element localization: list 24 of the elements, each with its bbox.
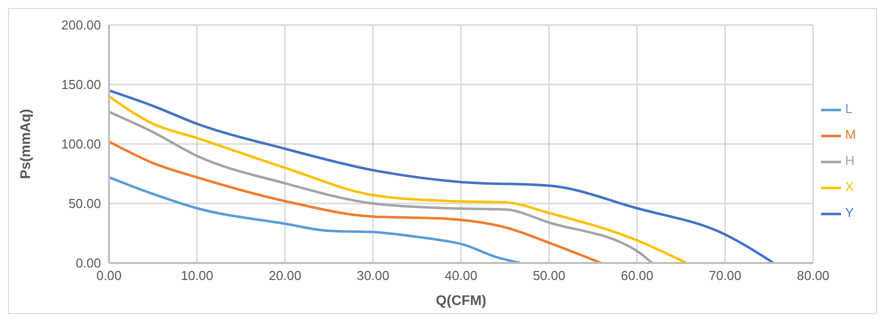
x-tick-label: 70.00	[708, 268, 742, 284]
legend-label: M	[845, 127, 856, 142]
x-tick-label: 30.00	[356, 268, 390, 284]
legend-label: X	[845, 179, 854, 194]
line-series	[109, 140, 602, 263]
y-tick-label: 200.00	[61, 18, 101, 33]
y-tick-label: 50.00	[68, 196, 101, 212]
y-tick-label: 150.00	[61, 77, 101, 92]
x-tick-label: 40.00	[444, 268, 478, 284]
y-tick-label: 0.00	[76, 256, 101, 271]
y-tick-label: 100.00	[61, 136, 101, 152]
legend-label: H	[845, 153, 855, 168]
x-tick-label: 10.00	[180, 268, 214, 284]
x-tick-label: 50.00	[532, 268, 566, 284]
x-tick-label: 60.00	[620, 268, 654, 284]
y-axis-title: Ps(mmAq)	[16, 108, 33, 180]
x-tick-label: 0.00	[96, 268, 122, 284]
x-tick-label: 80.00	[796, 268, 830, 284]
legend-label: L	[845, 101, 852, 116]
x-axis-title: Q(CFM)	[436, 292, 486, 308]
line-series	[109, 176, 522, 263]
x-tick-label: 20.00	[268, 268, 302, 284]
legend-label: Y	[845, 205, 854, 220]
line-series	[109, 89, 775, 263]
